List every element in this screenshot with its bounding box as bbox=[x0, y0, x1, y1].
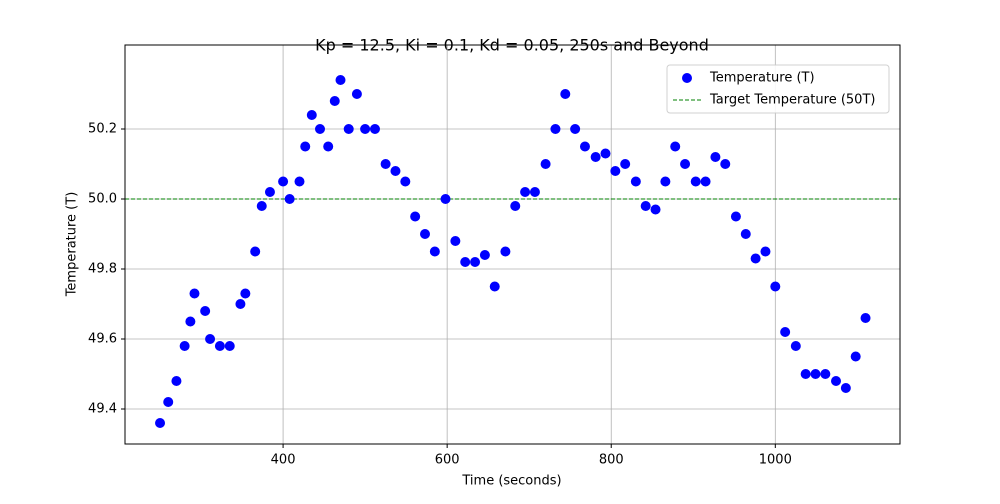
point bbox=[390, 166, 401, 176]
point bbox=[579, 141, 590, 152]
point bbox=[179, 341, 190, 351]
point bbox=[550, 124, 561, 134]
point bbox=[329, 96, 340, 106]
point bbox=[410, 211, 421, 222]
point bbox=[520, 187, 531, 197]
y-axis-label: Temperature (T) bbox=[65, 192, 80, 298]
point bbox=[185, 316, 196, 327]
point bbox=[315, 124, 326, 134]
point bbox=[500, 246, 511, 257]
legend-label: Target Temperature (50T) bbox=[709, 93, 875, 108]
point bbox=[529, 187, 540, 197]
plot-frame bbox=[124, 44, 901, 445]
point bbox=[256, 201, 267, 211]
point bbox=[680, 159, 691, 169]
point bbox=[730, 211, 741, 222]
y-tick-label: 49.6 bbox=[88, 332, 117, 347]
x-axis-label: Time (seconds) bbox=[461, 474, 561, 489]
point bbox=[850, 351, 861, 362]
x-tick-label: 1000 bbox=[759, 453, 792, 468]
point bbox=[590, 152, 601, 162]
y-tick-label: 49.8 bbox=[88, 262, 117, 277]
point bbox=[510, 201, 521, 211]
point bbox=[214, 341, 225, 351]
point bbox=[306, 110, 317, 120]
point bbox=[560, 89, 571, 99]
point bbox=[278, 176, 289, 187]
point bbox=[780, 327, 791, 337]
point bbox=[620, 159, 631, 169]
point bbox=[429, 246, 440, 257]
y-tick-label: 49.4 bbox=[88, 402, 117, 417]
legend-label: Temperature (T) bbox=[709, 71, 815, 86]
point bbox=[205, 334, 216, 344]
point bbox=[264, 187, 275, 197]
legend-box bbox=[666, 64, 890, 114]
point bbox=[369, 124, 380, 134]
point bbox=[770, 281, 781, 292]
point bbox=[224, 341, 235, 351]
point bbox=[790, 341, 801, 351]
point bbox=[640, 201, 651, 211]
point bbox=[760, 246, 771, 257]
x-tick-label: 800 bbox=[599, 453, 624, 468]
point bbox=[600, 148, 611, 159]
point bbox=[570, 124, 581, 134]
point bbox=[720, 159, 731, 169]
point bbox=[831, 376, 842, 386]
y-tick-label: 50.2 bbox=[88, 122, 117, 137]
point bbox=[860, 313, 871, 323]
point bbox=[710, 152, 721, 162]
point bbox=[335, 75, 346, 85]
point bbox=[470, 257, 481, 267]
point bbox=[420, 229, 431, 239]
x-tick-label: 400 bbox=[271, 453, 296, 468]
point bbox=[740, 229, 751, 239]
point bbox=[171, 376, 182, 386]
point bbox=[294, 176, 305, 187]
point bbox=[670, 141, 681, 152]
point bbox=[690, 176, 701, 187]
point bbox=[840, 383, 851, 393]
point bbox=[820, 369, 831, 379]
point bbox=[489, 281, 500, 292]
point bbox=[300, 141, 311, 152]
point bbox=[200, 306, 211, 316]
point bbox=[235, 299, 246, 309]
point bbox=[440, 194, 451, 204]
point bbox=[460, 257, 471, 267]
y-tick-label: 50.0 bbox=[88, 192, 117, 207]
point bbox=[800, 369, 811, 379]
point bbox=[323, 141, 334, 152]
point bbox=[360, 124, 371, 134]
point bbox=[650, 204, 661, 215]
point bbox=[351, 89, 362, 99]
point bbox=[810, 369, 821, 379]
point bbox=[660, 176, 671, 187]
point bbox=[163, 397, 174, 407]
point bbox=[479, 250, 490, 260]
point bbox=[400, 176, 411, 187]
point bbox=[155, 418, 166, 428]
legend-marker bbox=[682, 73, 692, 83]
point bbox=[450, 236, 461, 246]
point bbox=[189, 288, 200, 299]
point bbox=[750, 253, 761, 264]
point bbox=[540, 159, 551, 169]
point bbox=[240, 288, 251, 299]
point bbox=[250, 246, 261, 257]
point bbox=[700, 176, 711, 187]
point bbox=[284, 194, 295, 204]
x-tick-label: 600 bbox=[435, 453, 460, 468]
point bbox=[630, 176, 641, 187]
point bbox=[380, 159, 391, 169]
point bbox=[610, 166, 621, 176]
point bbox=[343, 124, 354, 134]
